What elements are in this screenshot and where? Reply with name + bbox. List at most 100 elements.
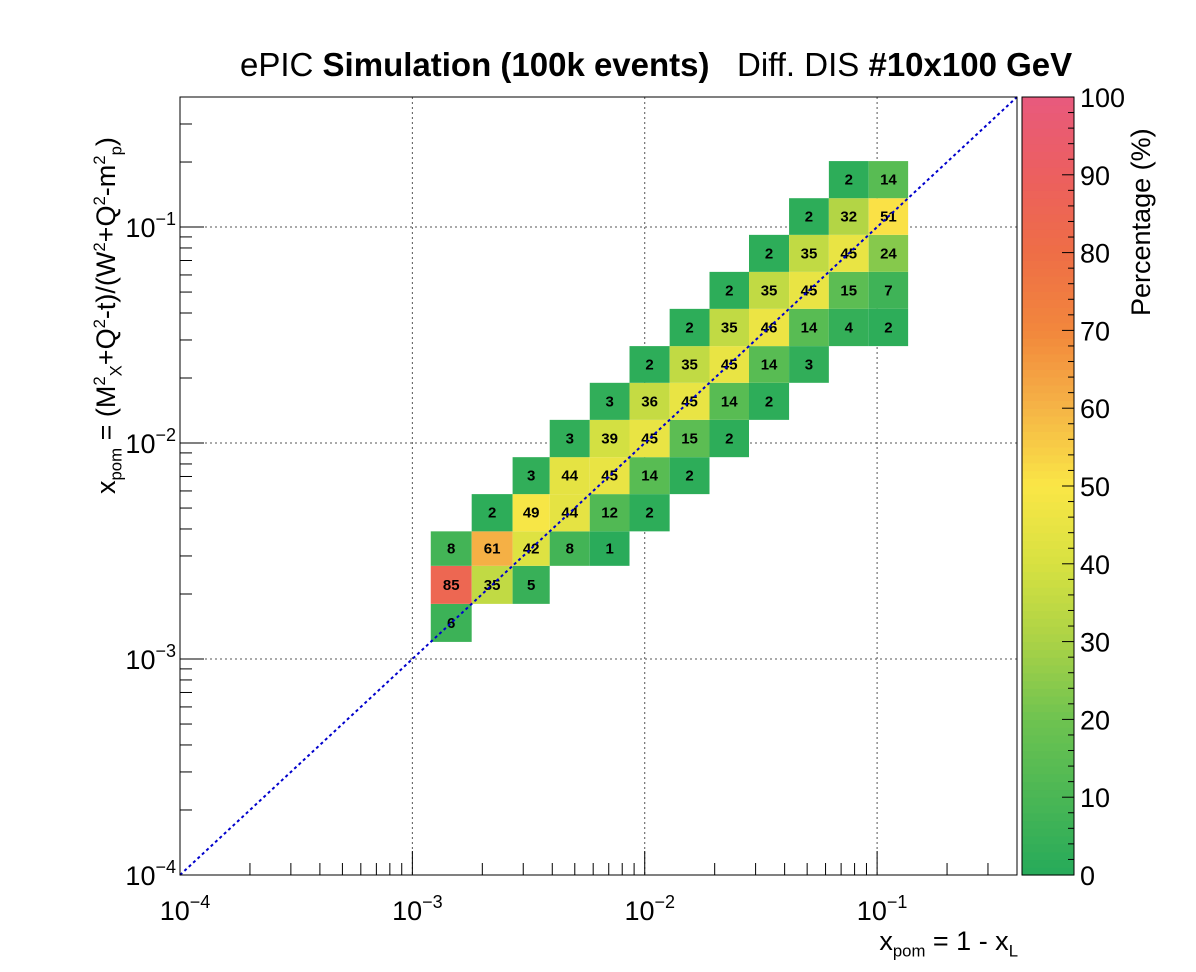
- heatmap-cell: [868, 271, 909, 309]
- palette-band: [1022, 167, 1074, 176]
- palette-band: [1022, 820, 1074, 829]
- palette-band: [1022, 664, 1074, 674]
- palette-band: [1022, 198, 1074, 207]
- heatmap-cell: [868, 161, 909, 199]
- cell-label: 14: [801, 319, 818, 336]
- heatmap-cell: [709, 419, 749, 458]
- palette-band: [1022, 812, 1074, 822]
- palette-band: [1022, 478, 1074, 487]
- palette-band: [1022, 804, 1074, 814]
- palette-band: [1022, 454, 1074, 464]
- cell-label: 2: [685, 468, 693, 485]
- palette-band: [1022, 268, 1074, 277]
- palette-band: [1022, 244, 1074, 254]
- heatmap-cell: [471, 531, 513, 566]
- palette-band: [1022, 237, 1074, 246]
- palette-band: [1022, 843, 1074, 853]
- palette-band: [1022, 128, 1074, 137]
- heatmap-cell: [789, 198, 829, 235]
- cell-label: 7: [884, 282, 892, 299]
- plot-frame: [179, 96, 1018, 876]
- palette-band: [1022, 377, 1074, 386]
- palette-band: [1022, 758, 1074, 767]
- palette-band: [1022, 97, 1074, 106]
- heatmap-cell: [589, 419, 630, 458]
- heatmap-cell: [789, 308, 829, 347]
- palette-band: [1022, 626, 1074, 635]
- palette-band: [1022, 213, 1074, 223]
- heatmap-cell: [669, 346, 710, 383]
- cell-label: 24: [880, 245, 897, 262]
- heatmap-cell: [748, 346, 790, 383]
- palette-tick-label: 0: [1080, 861, 1095, 891]
- palette-band: [1022, 338, 1074, 347]
- cell-label: 44: [561, 468, 578, 485]
- heatmap-cell: [828, 198, 869, 235]
- cell-label: 2: [884, 319, 892, 336]
- palette-band: [1022, 867, 1074, 876]
- heatmap-cell: [709, 382, 749, 420]
- palette-band: [1022, 462, 1074, 472]
- heatmap-cell: [589, 457, 630, 495]
- axis-ticks: 10−410−4 10−3 10−3 10−2 10−2 10−1 10−1: [125, 96, 1018, 926]
- x-axis-label: xpom = 1 - xL: [879, 926, 1018, 961]
- y-tick-label: 10−1: [125, 209, 176, 243]
- palette-band: [1022, 112, 1074, 121]
- palette-band: [1022, 750, 1074, 759]
- cell-label: 32: [840, 209, 857, 226]
- heatmap-cell: [629, 382, 670, 420]
- palette-band: [1022, 135, 1074, 145]
- heatmap-cell: [828, 308, 869, 347]
- palette-band: [1022, 742, 1074, 752]
- palette-band: [1022, 120, 1074, 129]
- heatmap-cell: [828, 271, 869, 309]
- cell-label: 85: [443, 577, 460, 594]
- palette-tick-label: 30: [1080, 628, 1110, 658]
- cell-label: 35: [681, 356, 698, 373]
- cell-label: 3: [527, 468, 535, 485]
- palette-band: [1022, 283, 1074, 293]
- cell-label: 4: [845, 319, 854, 336]
- palette-tick-label: 100: [1080, 83, 1125, 113]
- cell-label: 3: [566, 431, 574, 448]
- heatmap-cell: [512, 457, 550, 495]
- heatmap-cell: [828, 161, 869, 199]
- palette-band: [1022, 587, 1074, 596]
- palette-band: [1022, 190, 1074, 199]
- palette-tick-label: 80: [1080, 239, 1110, 269]
- cell-label: 14: [721, 393, 738, 410]
- palette-band: [1022, 532, 1074, 542]
- palette-band: [1022, 314, 1074, 324]
- heatmap-cell: [709, 308, 749, 347]
- palette-band: [1022, 727, 1074, 736]
- palette-band: [1022, 322, 1074, 331]
- cell-label: 36: [641, 393, 658, 410]
- cell-label: 2: [488, 505, 496, 522]
- heatmap-cell: [430, 603, 472, 642]
- palette-band: [1022, 345, 1074, 355]
- cell-label: 8: [447, 541, 455, 558]
- cell-label: 49: [523, 505, 540, 522]
- cell-label: 6: [447, 615, 455, 632]
- palette-band: [1022, 524, 1074, 534]
- cell-label: 35: [721, 319, 738, 336]
- cell-label: 8: [566, 541, 574, 558]
- cell-label: 2: [765, 245, 773, 262]
- palette-band: [1022, 859, 1074, 868]
- palette-band: [1022, 633, 1074, 643]
- cell-label: 2: [765, 393, 773, 410]
- y-tick-label: 10−3: [125, 641, 176, 675]
- palette-band: [1022, 229, 1074, 238]
- palette-band: [1022, 696, 1074, 705]
- palette-band: [1022, 151, 1074, 160]
- palette-band: [1022, 602, 1074, 612]
- palette-band: [1022, 104, 1074, 114]
- palette-band: [1022, 221, 1074, 230]
- palette-band: [1022, 159, 1074, 168]
- palette-band: [1022, 672, 1074, 682]
- palette-band: [1022, 486, 1074, 495]
- diagonal-y-equals-x: [179, 96, 1018, 876]
- palette-band: [1022, 556, 1074, 565]
- cell-label: 44: [561, 505, 578, 522]
- cell-label: 12: [601, 505, 618, 522]
